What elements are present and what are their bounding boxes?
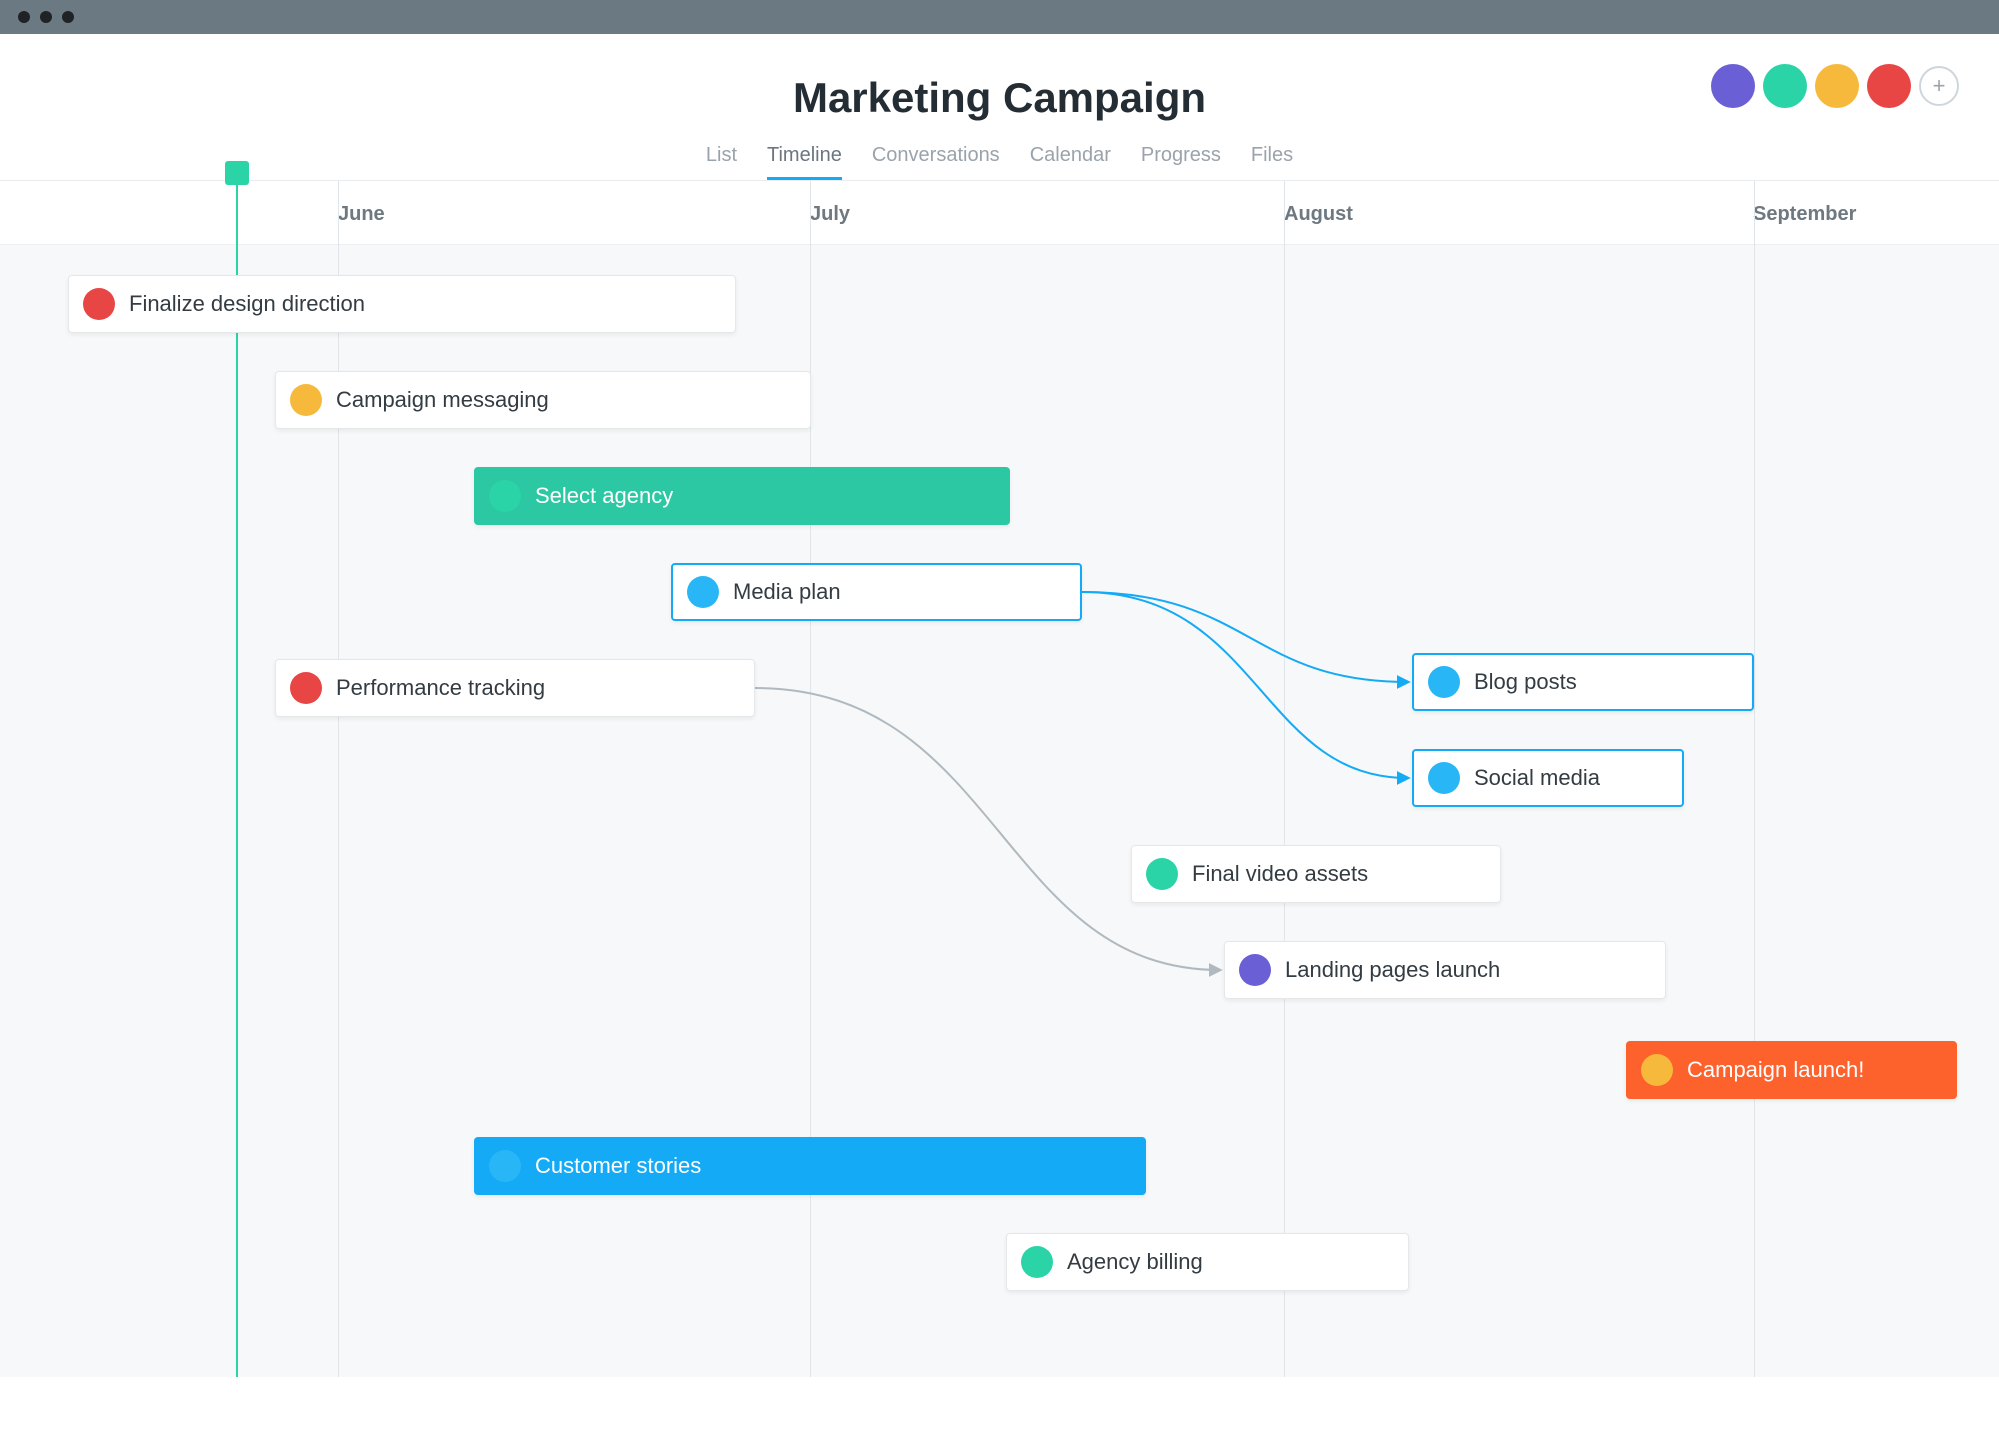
member-avatar[interactable] (1815, 64, 1859, 108)
browser-chrome (0, 0, 1999, 34)
assignee-avatar (1239, 954, 1271, 986)
assignee-avatar (1428, 666, 1460, 698)
view-tabs: List Timeline Conversations Calendar Progres… (0, 144, 1999, 180)
tab-conversations[interactable]: Conversations (872, 144, 1000, 180)
task-card-performance-tracking[interactable]: Performance tracking (275, 659, 755, 717)
task-label: Final video assets (1192, 861, 1368, 887)
project-members: + (1711, 64, 1959, 108)
tab-timeline[interactable]: Timeline (767, 144, 842, 180)
task-label: Select agency (535, 483, 673, 509)
assignee-avatar (290, 384, 322, 416)
tab-calendar[interactable]: Calendar (1030, 144, 1111, 180)
assignee-avatar (83, 288, 115, 320)
task-card-finalize-design[interactable]: Finalize design direction (68, 275, 736, 333)
add-member-button[interactable]: + (1919, 66, 1959, 106)
assignee-avatar (1428, 762, 1460, 794)
task-label: Agency billing (1067, 1249, 1203, 1275)
task-label: Performance tracking (336, 675, 545, 701)
task-card-campaign-launch[interactable]: Campaign launch! (1626, 1041, 1957, 1099)
assignee-avatar (1641, 1054, 1673, 1086)
month-label: August (1284, 203, 1353, 226)
task-label: Customer stories (535, 1153, 701, 1179)
task-card-blog-posts[interactable]: Blog posts (1412, 653, 1754, 711)
member-avatar[interactable] (1763, 64, 1807, 108)
member-avatar[interactable] (1867, 64, 1911, 108)
tab-list[interactable]: List (706, 144, 737, 180)
task-label: Social media (1474, 765, 1600, 791)
task-label: Finalize design direction (129, 291, 365, 317)
window-dot (62, 11, 74, 23)
task-card-media-plan[interactable]: Media plan (671, 563, 1082, 621)
assignee-avatar (687, 576, 719, 608)
assignee-avatar (489, 1150, 521, 1182)
month-label: July (810, 203, 850, 226)
task-card-agency-billing[interactable]: Agency billing (1006, 1233, 1409, 1291)
plus-icon: + (1933, 73, 1946, 99)
task-card-landing-pages[interactable]: Landing pages launch (1224, 941, 1666, 999)
task-card-select-agency[interactable]: Select agency (474, 467, 1010, 525)
task-card-final-video[interactable]: Final video assets (1131, 845, 1501, 903)
assignee-avatar (1021, 1246, 1053, 1278)
task-label: Campaign launch! (1687, 1057, 1864, 1083)
timeline-view: June July August September Finalize design … (0, 181, 1999, 1377)
month-label: June (338, 203, 385, 226)
tab-files[interactable]: Files (1251, 144, 1293, 180)
task-label: Landing pages launch (1285, 957, 1500, 983)
month-label: September (1753, 203, 1856, 226)
window-dot (40, 11, 52, 23)
task-label: Blog posts (1474, 669, 1577, 695)
assignee-avatar (1146, 858, 1178, 890)
task-card-customer-stories[interactable]: Customer stories (474, 1137, 1146, 1195)
task-card-social-media[interactable]: Social media (1412, 749, 1684, 807)
page-title: Marketing Campaign (0, 74, 1999, 122)
member-avatar[interactable] (1711, 64, 1755, 108)
window-dot (18, 11, 30, 23)
task-label: Campaign messaging (336, 387, 549, 413)
assignee-avatar (489, 480, 521, 512)
tasks-layer: Finalize design direction Campaign messag… (0, 245, 1999, 1377)
task-card-campaign-messaging[interactable]: Campaign messaging (275, 371, 811, 429)
assignee-avatar (290, 672, 322, 704)
project-header: Marketing Campaign List Timeline Conversat… (0, 34, 1999, 181)
month-header-row: June July August September (0, 181, 1999, 245)
tab-progress[interactable]: Progress (1141, 144, 1221, 180)
task-label: Media plan (733, 579, 841, 605)
